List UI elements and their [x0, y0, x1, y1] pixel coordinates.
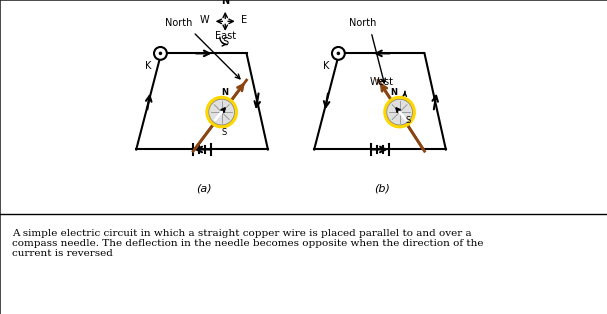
Circle shape — [158, 51, 162, 55]
Circle shape — [337, 51, 340, 55]
Text: K: K — [145, 61, 151, 71]
Circle shape — [207, 97, 237, 127]
Text: (a): (a) — [196, 184, 212, 194]
Circle shape — [385, 97, 415, 127]
Text: (b): (b) — [374, 184, 390, 194]
Text: W: W — [200, 14, 209, 24]
Text: E: E — [241, 14, 247, 24]
Text: K: K — [323, 61, 329, 71]
Text: N: N — [221, 0, 229, 6]
Circle shape — [387, 99, 412, 125]
Circle shape — [154, 47, 167, 60]
Text: North: North — [348, 19, 376, 29]
Text: North: North — [165, 19, 192, 29]
Text: East: East — [214, 31, 236, 41]
Circle shape — [209, 99, 234, 125]
Text: West: West — [370, 77, 394, 87]
Text: S: S — [222, 37, 228, 47]
Text: A simple electric circuit in which a straight copper wire is placed parallel to : A simple electric circuit in which a str… — [12, 229, 484, 258]
Text: S: S — [222, 128, 227, 137]
Circle shape — [332, 47, 345, 60]
Text: N: N — [391, 88, 398, 97]
Text: S: S — [406, 116, 411, 125]
Text: N: N — [221, 88, 228, 97]
